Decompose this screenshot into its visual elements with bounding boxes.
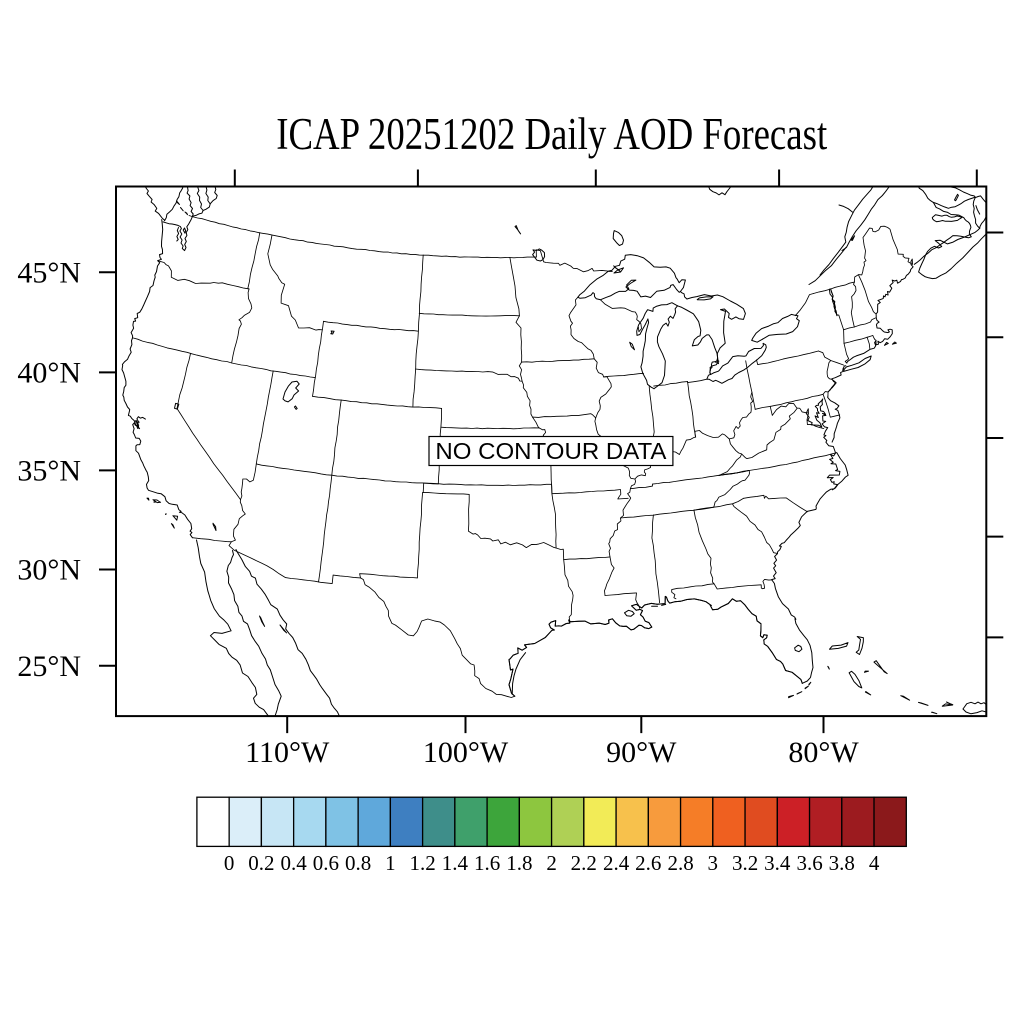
svg-text:2: 2 — [546, 851, 557, 875]
svg-text:3.6: 3.6 — [796, 851, 822, 875]
svg-text:30°N: 30°N — [17, 554, 81, 587]
svg-text:4: 4 — [869, 851, 880, 875]
svg-text:1.4: 1.4 — [442, 851, 469, 875]
svg-text:2.4: 2.4 — [603, 851, 630, 875]
svg-text:NO CONTOUR DATA: NO CONTOUR DATA — [435, 438, 667, 464]
svg-text:100°W: 100°W — [423, 736, 509, 769]
svg-text:35°N: 35°N — [17, 454, 81, 487]
svg-text:2.8: 2.8 — [667, 851, 693, 875]
svg-text:1.2: 1.2 — [409, 851, 435, 875]
svg-text:40°N: 40°N — [17, 356, 81, 389]
svg-text:1.8: 1.8 — [506, 851, 532, 875]
svg-text:3.2: 3.2 — [732, 851, 758, 875]
svg-text:0.6: 0.6 — [313, 851, 339, 875]
svg-text:80°W: 80°W — [788, 736, 859, 769]
svg-text:0.4: 0.4 — [280, 851, 307, 875]
svg-text:90°W: 90°W — [606, 736, 677, 769]
svg-text:1: 1 — [385, 851, 396, 875]
svg-text:2.2: 2.2 — [571, 851, 597, 875]
svg-text:1.6: 1.6 — [474, 851, 500, 875]
svg-text:45°N: 45°N — [17, 256, 81, 289]
svg-text:0: 0 — [224, 851, 235, 875]
svg-text:ICAP 20251202 Daily AOD Foreca: ICAP 20251202 Daily AOD Forecast — [276, 109, 827, 159]
svg-text:110°W: 110°W — [245, 736, 330, 769]
svg-text:0.8: 0.8 — [345, 851, 371, 875]
svg-text:3.4: 3.4 — [764, 851, 791, 875]
svg-text:3: 3 — [708, 851, 719, 875]
svg-text:0.2: 0.2 — [248, 851, 274, 875]
svg-text:2.6: 2.6 — [635, 851, 661, 875]
svg-text:3.8: 3.8 — [829, 851, 855, 875]
svg-text:25°N: 25°N — [17, 650, 81, 683]
